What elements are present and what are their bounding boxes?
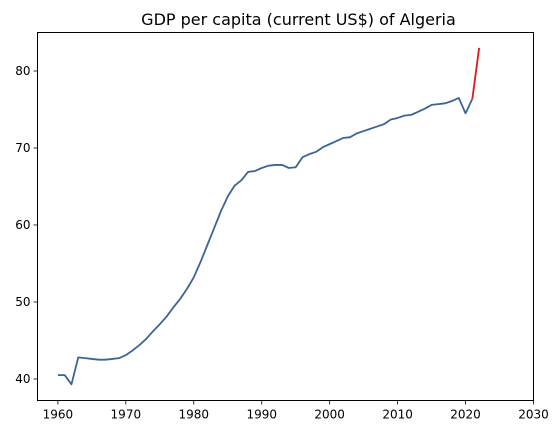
y-tick-label-2: 60 <box>15 218 30 232</box>
chart-title: GDP per capita (current US$) of Algeria <box>141 10 456 29</box>
x-tick-label-1: 1970 <box>111 408 142 422</box>
series-layer <box>58 48 479 384</box>
x-tick-label-5: 2010 <box>382 408 413 422</box>
x-tick-label-7: 2030 <box>518 408 549 422</box>
series-line-1 <box>472 48 479 99</box>
x-tick-label-2: 1980 <box>179 408 210 422</box>
x-tick-label-3: 1990 <box>246 408 277 422</box>
y-tick-label-0: 40 <box>15 372 30 386</box>
series-line-0 <box>58 98 472 384</box>
y-tick-label-1: 50 <box>15 295 30 309</box>
y-tick-label-4: 80 <box>15 64 30 78</box>
plot-area-frame <box>38 33 534 401</box>
ticks-layer: 1960 1970 1980 1990 2000 2010 2020 2030 40 50 60 70… <box>15 64 549 422</box>
x-tick-label-0: 1960 <box>43 408 74 422</box>
x-tick-label-6: 2020 <box>450 408 481 422</box>
y-tick-label-3: 70 <box>15 141 30 155</box>
x-tick-label-4: 2000 <box>314 408 345 422</box>
